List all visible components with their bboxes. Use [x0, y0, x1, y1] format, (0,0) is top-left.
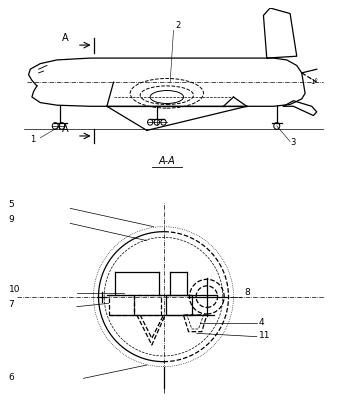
Text: A: A: [62, 124, 69, 134]
Text: 1: 1: [30, 134, 35, 144]
Text: 2: 2: [175, 21, 180, 30]
Text: 11: 11: [259, 331, 270, 340]
Text: 4: 4: [259, 318, 264, 327]
Text: 7: 7: [8, 300, 14, 309]
Text: A-A: A-A: [159, 156, 175, 166]
Bar: [166, 295, 192, 315]
Text: 10: 10: [8, 285, 20, 294]
Bar: [109, 295, 134, 315]
Text: 8: 8: [245, 288, 251, 297]
Text: 3: 3: [290, 138, 295, 147]
Text: A: A: [62, 33, 69, 43]
Text: 9: 9: [8, 215, 14, 224]
Bar: [134, 295, 161, 315]
Text: 1°: 1°: [310, 79, 318, 85]
Text: 5: 5: [8, 200, 14, 209]
Text: 6: 6: [8, 373, 14, 382]
